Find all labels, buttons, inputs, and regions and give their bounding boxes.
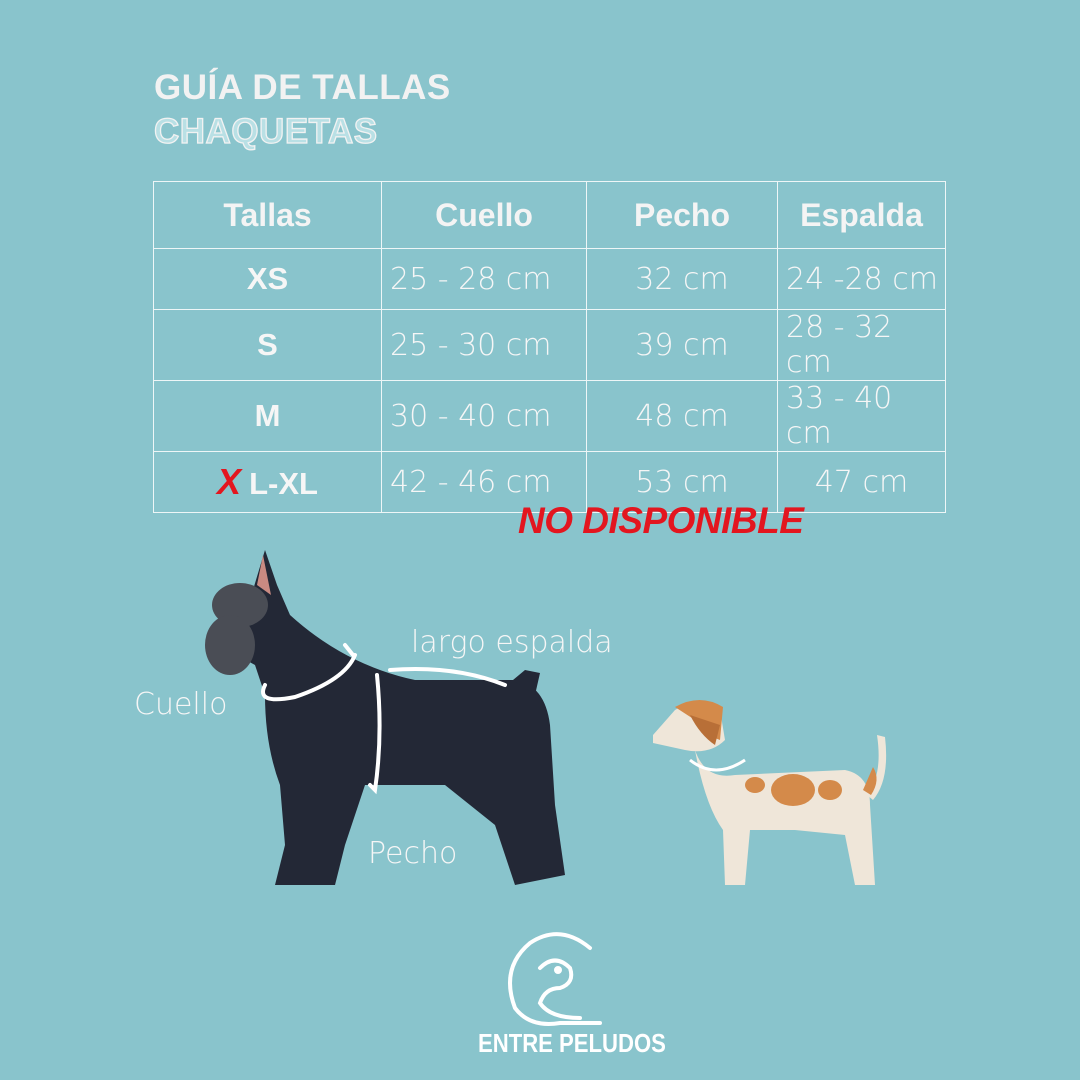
size-cell: XS [153, 248, 382, 310]
brand-logo-icon [508, 932, 602, 1026]
column-header: Pecho [586, 181, 778, 249]
neck-cell: 25 - 28 cm [381, 248, 587, 310]
table-header-row: Tallas Cuello Pecho Espalda [153, 181, 946, 249]
table-row: S 25 - 30 cm 39 cm 28 - 32 cm [153, 309, 946, 381]
chest-cell: 39 cm [586, 309, 778, 381]
chest-cell: 53 cm [586, 451, 778, 513]
chest-label: Pecho [368, 836, 458, 871]
back-length-label: largo espalda [411, 625, 613, 660]
chest-cell: 32 cm [586, 248, 778, 310]
column-header: Espalda [777, 181, 946, 249]
page-title: GUÍA DE TALLAS [154, 68, 451, 107]
brand-name: ENTRE PELUDOS [478, 1028, 666, 1058]
back-cell: 24 -28 cm [777, 248, 946, 310]
neck-cell: 42 - 46 cm [381, 451, 587, 513]
page-subtitle: CHAQUETAS [153, 111, 378, 151]
neck-cell: 25 - 30 cm [381, 309, 587, 381]
neck-label: Cuello [134, 687, 228, 722]
back-cell: 28 - 32 cm [777, 309, 946, 381]
column-header: Tallas [153, 181, 382, 249]
chest-cell: 48 cm [586, 380, 778, 452]
size-table: Tallas Cuello Pecho Espalda XS 25 - 28 c… [153, 181, 946, 513]
size-cell: S [153, 309, 382, 381]
table-row: X L-XL 42 - 46 cm 53 cm 47 cm [153, 451, 946, 513]
column-header: Cuello [381, 181, 587, 249]
table-row: M 30 - 40 cm 48 cm 33 - 40 cm [153, 380, 946, 452]
neck-cell: 30 - 40 cm [381, 380, 587, 452]
size-label: L-XL [249, 466, 318, 501]
back-cell: 47 cm [777, 451, 946, 513]
schnauzer-illustration [205, 550, 565, 885]
size-cell: X L-XL [153, 451, 382, 513]
back-cell: 33 - 40 cm [777, 380, 946, 452]
table-row: XS 25 - 28 cm 32 cm 24 -28 cm [153, 248, 946, 310]
unavailable-label: NO DISPONIBLE [518, 500, 804, 541]
small-dog-illustration [653, 700, 887, 885]
strike-mark: X [217, 461, 242, 502]
size-cell: M [153, 380, 382, 452]
